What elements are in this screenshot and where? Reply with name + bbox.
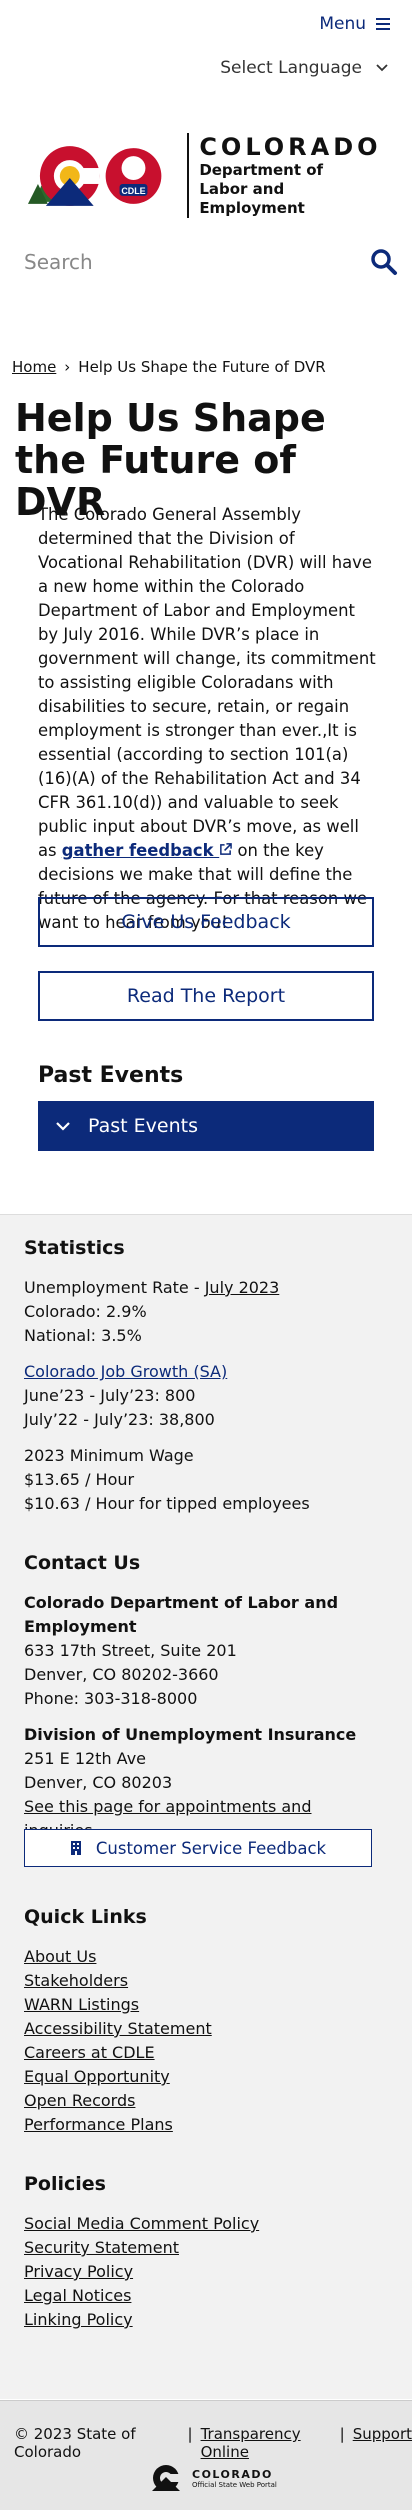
quick-link-stakeholders[interactable]: Stakeholders — [24, 1971, 129, 1990]
chevron-down-icon — [376, 64, 388, 72]
top-bar: Menu — [0, 0, 412, 52]
quick-link-equal-opportunity[interactable]: Equal Opportunity — [24, 2067, 170, 2086]
unemployment-label: Unemployment Rate - — [24, 1278, 205, 1297]
intro-paragraph: The Colorado General Assembly determined… — [38, 503, 378, 935]
accordion-label: Past Events — [88, 1115, 198, 1137]
portal-subtitle: Official State Web Portal — [192, 2480, 277, 2489]
customer-service-feedback-button[interactable]: Customer Service Feedback — [24, 1829, 372, 1867]
quick-link-about-us[interactable]: About Us — [24, 1947, 97, 1966]
quick-link-warn-listings[interactable]: WARN Listings — [24, 1995, 140, 2014]
unemployment-rate: Unemployment Rate - July 2023 — [24, 1276, 384, 1300]
support-link[interactable]: Support — [352, 2425, 412, 2443]
org1-name: Colorado Department of Labor and Employm… — [24, 1593, 339, 1636]
breadcrumb: Home › Help Us Shape the Future of DVR — [12, 358, 326, 376]
info-section — [0, 1214, 412, 2399]
footer-copyright: © 2023 State of Colorado — [14, 2425, 136, 2461]
breadcrumb-current: Help Us Shape the Future of DVR — [78, 358, 326, 376]
quick-link-open-records[interactable]: Open Records — [24, 2091, 136, 2110]
give-feedback-button[interactable]: Give Us Feedback — [38, 897, 374, 947]
logo-subtitle-1: Department of — [199, 161, 324, 179]
min-wage-label: 2023 Minimum Wage — [24, 1446, 194, 1465]
page-title: Help Us Shape the Future of DVR — [15, 396, 326, 524]
colorado-rate: Colorado: 2.9% — [24, 1302, 147, 1321]
logo-badge-text: CDLE — [121, 185, 145, 195]
menu-button[interactable]: Menu — [319, 14, 390, 34]
contact-section: Contact Us Colorado Department of Labor … — [24, 1551, 384, 1843]
org2-address-1: 251 E 12th Ave — [24, 1749, 146, 1768]
portal-text: COLORADO Official State Web Portal — [192, 2468, 277, 2489]
language-select[interactable]: Select Language — [220, 58, 388, 78]
policy-privacy[interactable]: Privacy Policy — [24, 2262, 134, 2281]
policy-social-media[interactable]: Social Media Comment Policy — [24, 2214, 260, 2233]
policies-heading: Policies — [24, 2173, 106, 2195]
search-input[interactable] — [24, 250, 324, 274]
quick-link-performance-plans[interactable]: Performance Plans — [24, 2115, 173, 2134]
intro-text-1: The Colorado General Assembly determined… — [38, 505, 376, 860]
transparency-link[interactable]: Transparency Online — [200, 2425, 301, 2461]
policy-linking[interactable]: Linking Policy — [24, 2310, 133, 2329]
logo-title: COLORADO — [199, 133, 382, 161]
colorado-c-logo-icon: CDLE — [27, 145, 162, 206]
job-growth-link[interactable]: Colorado Job Growth (SA) — [24, 1362, 228, 1381]
breadcrumb-separator: › — [64, 358, 71, 376]
external-link-icon — [220, 843, 233, 855]
policy-security[interactable]: Security Statement — [24, 2238, 179, 2257]
past-events-heading: Past Events — [38, 1063, 184, 1088]
breadcrumb-home[interactable]: Home — [12, 358, 57, 376]
quick-link-careers[interactable]: Careers at CDLE — [24, 2043, 155, 2062]
search-icon[interactable] — [370, 248, 398, 276]
org1-address-1: 633 17th Street, Suite 201 — [24, 1641, 237, 1660]
logo-text: COLORADO Department of Labor and Employm… — [187, 133, 394, 218]
policy-legal-notices[interactable]: Legal Notices — [24, 2286, 132, 2305]
search-bar — [24, 240, 398, 284]
job-growth-year: July’22 - July’23: 38,800 — [24, 1410, 215, 1429]
quick-links-heading: Quick Links — [24, 1906, 147, 1928]
statistics-section: Statistics Unemployment Rate - July 2023… — [24, 1236, 384, 1516]
past-events-accordion[interactable]: Past Events — [38, 1101, 374, 1151]
org1-address-2: Denver, CO 80202-3660 — [24, 1665, 219, 1684]
quick-links-section: Quick Links About Us Stakeholders WARN L… — [24, 1905, 384, 2137]
statistics-heading: Statistics — [24, 1237, 125, 1259]
csf-label: Customer Service Feedback — [95, 1838, 327, 1858]
footer: © 2023 State of Colorado | Transparency … — [0, 2400, 412, 2510]
gather-feedback-label: gather feedback — [61, 841, 214, 860]
logo-subtitle-2: Labor and Employment — [199, 180, 305, 217]
read-report-button[interactable]: Read The Report — [38, 971, 374, 1021]
language-label: Select Language — [220, 58, 362, 78]
national-rate: National: 3.5% — [24, 1326, 142, 1345]
min-wage: $13.65 / Hour — [24, 1470, 135, 1489]
state-portal-logo[interactable]: COLORADO Official State Web Portal — [150, 2463, 277, 2493]
footer-separator: | — [187, 2425, 193, 2443]
unemployment-month-link[interactable]: July 2023 — [204, 1278, 280, 1297]
portal-title: COLORADO — [192, 2467, 273, 2481]
org1-phone: Phone: 303-318-8000 — [24, 1689, 198, 1708]
min-wage-tipped: $10.63 / Hour for tipped employees — [24, 1494, 310, 1513]
colorado-c-icon — [152, 2465, 180, 2491]
policies-section: Policies Social Media Comment Policy Sec… — [24, 2172, 384, 2332]
footer-links: © 2023 State of Colorado | Transparency … — [14, 2425, 412, 2461]
building-icon — [70, 1841, 81, 1855]
menu-label: Menu — [319, 14, 366, 34]
job-growth-month: June’23 - July’23: 800 — [24, 1386, 196, 1405]
footer-separator: | — [339, 2425, 345, 2443]
chevron-down-icon — [56, 1121, 70, 1131]
org2-address-2: Denver, CO 80203 — [24, 1773, 173, 1792]
contact-heading: Contact Us — [24, 1552, 141, 1574]
org2-name: Division of Unemployment Insurance — [24, 1725, 357, 1744]
gather-feedback-link[interactable]: gather feedback — [61, 841, 233, 860]
quick-link-accessibility[interactable]: Accessibility Statement — [24, 2019, 212, 2038]
hamburger-icon — [376, 18, 390, 30]
cdle-logo[interactable]: CDLE COLORADO Department of Labor and Em… — [24, 133, 394, 218]
